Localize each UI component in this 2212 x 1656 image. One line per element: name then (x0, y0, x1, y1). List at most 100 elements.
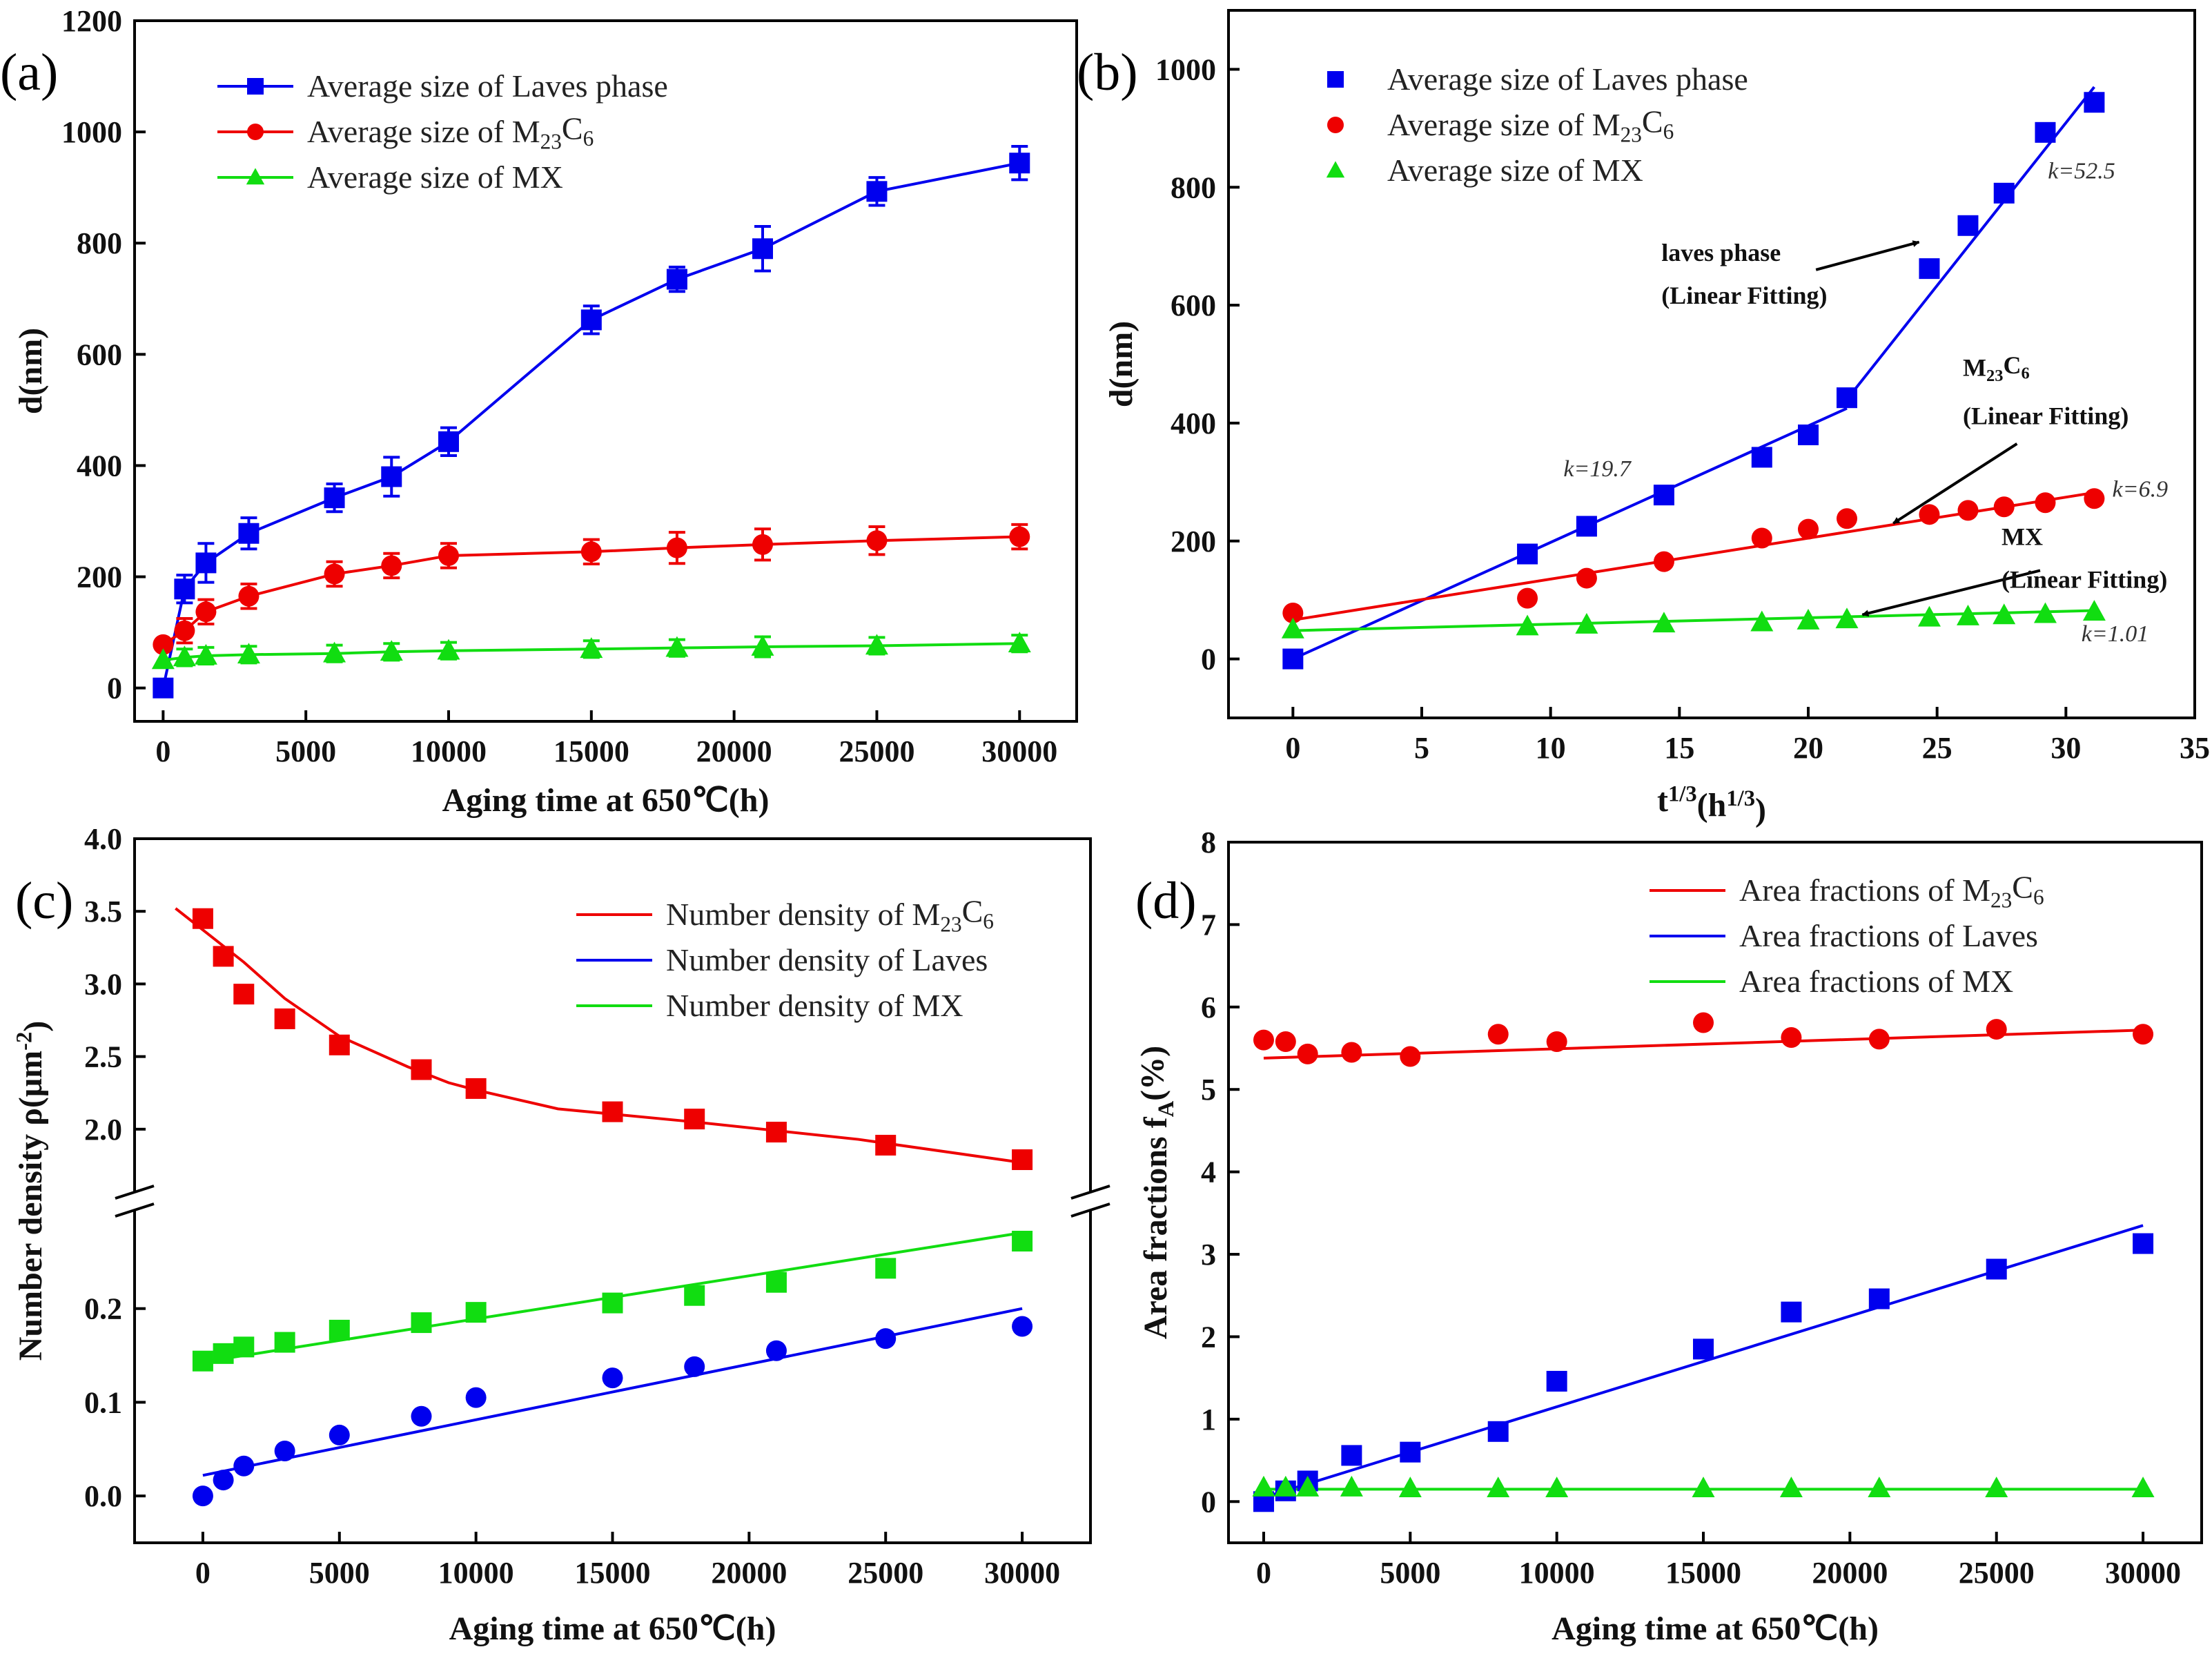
data-point (1919, 504, 1940, 525)
data-point (465, 1302, 487, 1323)
b-legend-label-part: 6 (1663, 119, 1674, 144)
series-0 (1253, 1012, 2154, 1067)
data-point (602, 1101, 623, 1122)
d-legend-label-part: 6 (2033, 885, 2044, 909)
data-point (1919, 258, 1940, 280)
data-point (237, 643, 260, 664)
data-point (2035, 492, 2056, 514)
x-tick-label: 15000 (554, 734, 629, 768)
data-point (1012, 1231, 1033, 1251)
data-point (866, 530, 888, 552)
x-tick-label: 30000 (984, 1556, 1060, 1590)
x-tick-label: 20 (1793, 731, 1823, 765)
fit-line (1293, 609, 2095, 632)
x-tick-label: 0 (1285, 731, 1300, 765)
d-legend-label-part: C (2012, 870, 2033, 905)
data-point (411, 1312, 432, 1334)
data-point (1692, 1477, 1715, 1498)
x-tick-label: 25000 (848, 1556, 923, 1590)
data-point (1012, 1316, 1033, 1337)
data-point (1253, 1029, 1274, 1051)
x-tick-label: 15 (1664, 731, 1694, 765)
data-point (1917, 605, 1941, 627)
data-point (1868, 1288, 1890, 1309)
data-point (1653, 551, 1674, 572)
data-point (1576, 516, 1597, 537)
data-point (1545, 1477, 1569, 1498)
d-legend-label: Area fractions of MX (1739, 964, 2013, 999)
data-point (195, 601, 217, 623)
slope-label: k=6.9 (2113, 477, 2169, 503)
x-tick-label: 5000 (309, 1556, 370, 1590)
data-point (192, 1350, 213, 1372)
y-axis-label-part: (%) (1134, 1046, 1171, 1101)
y-tick-label: 2.5 (84, 1040, 122, 1074)
plot-frame (1227, 9, 2196, 719)
a-legend-label: Average size of MX (307, 159, 563, 195)
data-point (1400, 1046, 1421, 1067)
b-legend-label-part: C (1642, 104, 1663, 139)
y-tick-label: 400 (1171, 407, 1216, 440)
x-tick-label: 30000 (981, 734, 1057, 768)
a-legend-label-part: Average size of Laves phase (307, 68, 668, 104)
data-point (1275, 1031, 1296, 1052)
y-tick-label: 3.5 (84, 895, 122, 928)
y-tick-label: 0.0 (84, 1479, 122, 1513)
x-axis-label-part: 1/3 (1726, 786, 1755, 811)
data-point (580, 541, 602, 563)
legend-marker (247, 78, 264, 95)
data-point (1985, 1477, 2008, 1498)
data-point (1652, 612, 1676, 633)
annotation-label: MX (2001, 523, 2043, 551)
c-legend-label: Number density of MX (666, 988, 963, 1023)
series-1 (192, 1316, 1033, 1507)
annotation-label-part: 6 (2021, 364, 2029, 382)
y-tick-label: 0.2 (84, 1292, 122, 1326)
panel-b: 0 5 10 15 20 25 30 3502004006008001000t1/3(h1/3… (1077, 9, 2210, 828)
data-point (752, 534, 773, 555)
data-point (1957, 500, 1979, 521)
data-point (1957, 215, 1979, 236)
annotation-label: (Linear Fitting) (1963, 402, 2128, 430)
data-point (1835, 607, 1859, 629)
data-point (324, 487, 345, 509)
x-tick-label: 20000 (1812, 1556, 1888, 1590)
data-point (580, 637, 603, 659)
data-point (1797, 608, 1820, 630)
data-point (213, 946, 234, 967)
fit-line (1263, 1224, 2144, 1499)
annotation-label: M23C6 (1963, 351, 2030, 385)
series-1 (1253, 1233, 2154, 1512)
annotation-arrow (1892, 442, 2018, 525)
axis-break-mark (1070, 1185, 1110, 1200)
d-legend-label: Area fractions of M23C6 (1739, 870, 2044, 913)
data-point (194, 643, 217, 665)
series-0 (153, 145, 1030, 699)
y-tick-label: 600 (1171, 289, 1216, 322)
y-tick-label: 800 (1171, 171, 1216, 204)
data-point (666, 537, 687, 558)
data-point (1400, 1441, 1421, 1463)
x-tick-label: 30000 (2105, 1556, 2181, 1590)
data-point (233, 1336, 255, 1358)
fit-line (202, 1307, 1023, 1477)
data-point (1296, 1475, 1320, 1497)
y-tick-label: 200 (1171, 525, 1216, 558)
d-legend-label: Area fractions of Laves (1739, 918, 2038, 953)
series-2 (1252, 1475, 2155, 1498)
data-point (329, 1424, 350, 1445)
data-point (1986, 1258, 2007, 1280)
data-point (1398, 1477, 1422, 1498)
data-point (1993, 603, 2016, 625)
y-tick-label: 7 (1201, 908, 1216, 942)
data-point (1297, 1043, 1318, 1064)
data-point (238, 585, 260, 607)
data-point (195, 552, 217, 574)
annotation-label: (Linear Fitting) (2001, 566, 2167, 594)
x-tick-label: 5000 (275, 734, 336, 768)
b-legend-label-part: Average size of MX (1387, 153, 1643, 188)
y-tick-label: 1200 (61, 4, 122, 38)
data-point (437, 639, 460, 660)
data-point (381, 466, 402, 487)
series-2 (1281, 600, 2106, 639)
